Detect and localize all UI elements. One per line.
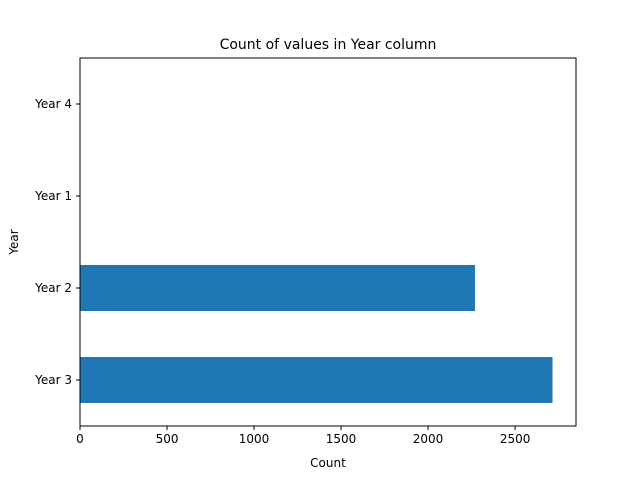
- bar-year-3: [80, 357, 553, 403]
- y-axis-label: Year: [7, 229, 21, 255]
- x-tick-label: 1500: [326, 432, 357, 446]
- x-tick-label: 1000: [239, 432, 270, 446]
- y-ticks: Year 3 Year 2 Year 1 Year 4: [34, 97, 80, 387]
- plot-frame: [79, 57, 577, 427]
- y-tick-label: Year 1: [34, 189, 72, 203]
- y-tick-label: Year 4: [34, 97, 72, 111]
- y-tick-label: Year 2: [34, 281, 72, 295]
- x-tick-label: 500: [156, 432, 179, 446]
- x-tick-label: 2000: [413, 432, 444, 446]
- x-axis-label: Count: [310, 456, 346, 470]
- y-tick-label: Year 3: [34, 373, 72, 387]
- x-tick-label: 0: [76, 432, 84, 446]
- x-ticks: 0 500 1000 1500 2000 2500: [76, 426, 530, 446]
- chart-title: Count of values in Year column: [220, 37, 437, 53]
- bar-year-2: [80, 265, 476, 311]
- x-tick-label: 2500: [500, 432, 531, 446]
- bars-layer: [80, 265, 553, 403]
